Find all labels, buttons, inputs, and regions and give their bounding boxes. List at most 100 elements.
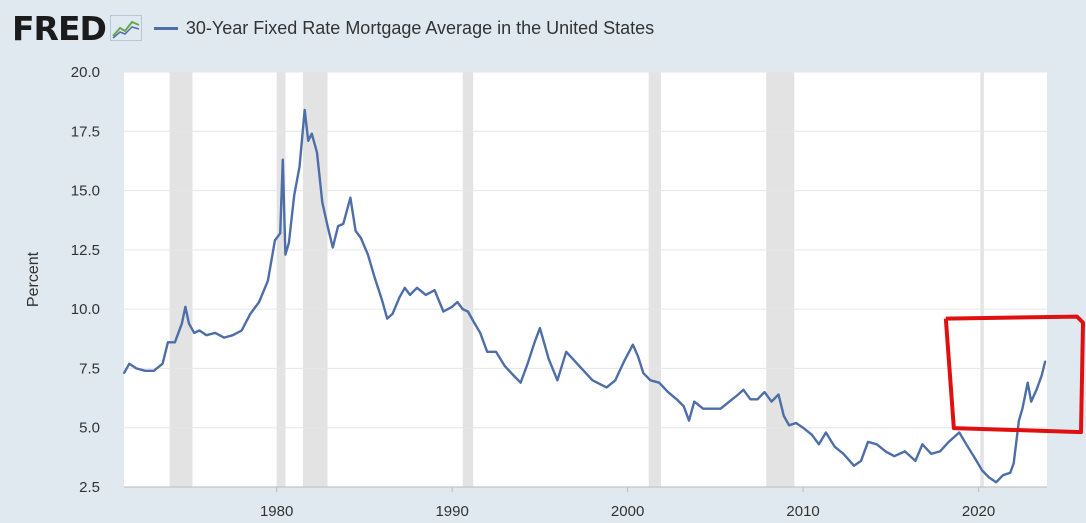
data-point bbox=[307, 139, 310, 142]
data-point bbox=[637, 355, 640, 358]
data-point bbox=[198, 329, 201, 332]
data-point bbox=[367, 253, 369, 256]
y-tick-label: 15.0 bbox=[71, 183, 100, 200]
y-axis-label: Percent bbox=[25, 251, 42, 307]
data-point bbox=[274, 239, 276, 242]
data-point bbox=[631, 343, 634, 346]
data-point bbox=[903, 450, 906, 453]
data-point bbox=[1026, 381, 1029, 384]
data-point bbox=[1012, 462, 1015, 465]
data-point bbox=[381, 298, 383, 301]
data-point bbox=[331, 246, 334, 249]
data-point bbox=[386, 317, 389, 320]
data-point bbox=[258, 301, 261, 303]
data-point bbox=[349, 196, 352, 199]
data-point bbox=[893, 455, 896, 458]
y-tick-label: 10.0 bbox=[71, 301, 100, 318]
y-tick-label: 12.5 bbox=[71, 242, 100, 259]
data-point bbox=[719, 407, 722, 410]
y-tick-label: 20.0 bbox=[71, 64, 100, 81]
data-point bbox=[1044, 360, 1047, 363]
data-point bbox=[939, 450, 941, 453]
data-point bbox=[456, 301, 459, 303]
data-point bbox=[756, 398, 759, 401]
data-point bbox=[214, 331, 217, 334]
data-point bbox=[512, 374, 515, 377]
data-point bbox=[642, 372, 645, 375]
data-point bbox=[914, 460, 917, 462]
data-point bbox=[853, 464, 855, 467]
data-point bbox=[398, 296, 401, 299]
data-point bbox=[205, 334, 208, 337]
data-point bbox=[556, 379, 559, 382]
data-point bbox=[279, 232, 282, 235]
data-point bbox=[326, 225, 329, 228]
data-point bbox=[409, 294, 411, 296]
legend-label: 30-Year Fixed Rate Mortgage Average in t… bbox=[185, 17, 655, 38]
data-point bbox=[223, 336, 225, 339]
data-point bbox=[374, 277, 376, 280]
data-point bbox=[193, 331, 196, 334]
data-point bbox=[995, 481, 998, 484]
recession-band bbox=[276, 72, 286, 487]
data-point bbox=[152, 369, 155, 372]
data-point bbox=[451, 305, 454, 308]
data-point bbox=[930, 452, 933, 455]
data-point bbox=[688, 419, 690, 422]
data-point bbox=[298, 165, 301, 168]
x-tick-label: 1990 bbox=[435, 503, 468, 520]
data-point bbox=[947, 441, 950, 443]
recession-band bbox=[648, 72, 661, 487]
data-point bbox=[860, 460, 862, 462]
data-point bbox=[538, 327, 541, 330]
y-tick-label: 5.0 bbox=[79, 420, 100, 437]
data-point bbox=[810, 433, 813, 436]
data-point bbox=[817, 443, 820, 446]
data-point bbox=[884, 450, 887, 453]
data-point bbox=[693, 400, 696, 403]
data-point bbox=[316, 151, 318, 154]
data-point bbox=[737, 393, 740, 396]
data-point bbox=[675, 398, 678, 401]
data-point bbox=[623, 360, 626, 363]
data-point bbox=[231, 334, 234, 337]
data-point bbox=[519, 381, 522, 384]
data-point bbox=[565, 350, 568, 353]
data-point bbox=[144, 369, 146, 372]
data-point bbox=[303, 109, 306, 111]
recession-band bbox=[766, 72, 795, 487]
data-point bbox=[486, 350, 489, 353]
data-point bbox=[1030, 400, 1033, 403]
data-point bbox=[495, 350, 497, 353]
data-point bbox=[1021, 407, 1024, 410]
x-tick-label: 2010 bbox=[786, 503, 819, 520]
recession-band bbox=[462, 72, 474, 487]
data-point bbox=[958, 431, 961, 434]
data-point bbox=[354, 229, 357, 232]
y-tick-label: 7.5 bbox=[79, 360, 100, 377]
data-point bbox=[710, 407, 713, 410]
data-point bbox=[1009, 471, 1012, 474]
data-point bbox=[173, 341, 176, 344]
data-point bbox=[403, 286, 406, 289]
data-point bbox=[249, 312, 252, 315]
fred-logo[interactable]: FRED bbox=[12, 8, 107, 48]
data-point bbox=[574, 360, 576, 363]
chart-header: FRED 30-Year Fixed Rate Mortgage Average… bbox=[12, 8, 654, 48]
x-tick-label: 2000 bbox=[611, 503, 644, 520]
data-point bbox=[479, 331, 482, 334]
x-tick-label: 2020 bbox=[962, 503, 995, 520]
data-point bbox=[875, 443, 878, 446]
x-tick-label: 1980 bbox=[260, 503, 293, 520]
data-point bbox=[988, 476, 990, 479]
data-point bbox=[293, 194, 296, 197]
data-point bbox=[591, 379, 594, 382]
data-point bbox=[614, 379, 617, 382]
data-point bbox=[605, 386, 608, 389]
data-point bbox=[472, 320, 475, 322]
data-point bbox=[337, 225, 339, 228]
data-point bbox=[391, 312, 394, 315]
data-point bbox=[742, 388, 745, 391]
data-point bbox=[281, 158, 284, 161]
